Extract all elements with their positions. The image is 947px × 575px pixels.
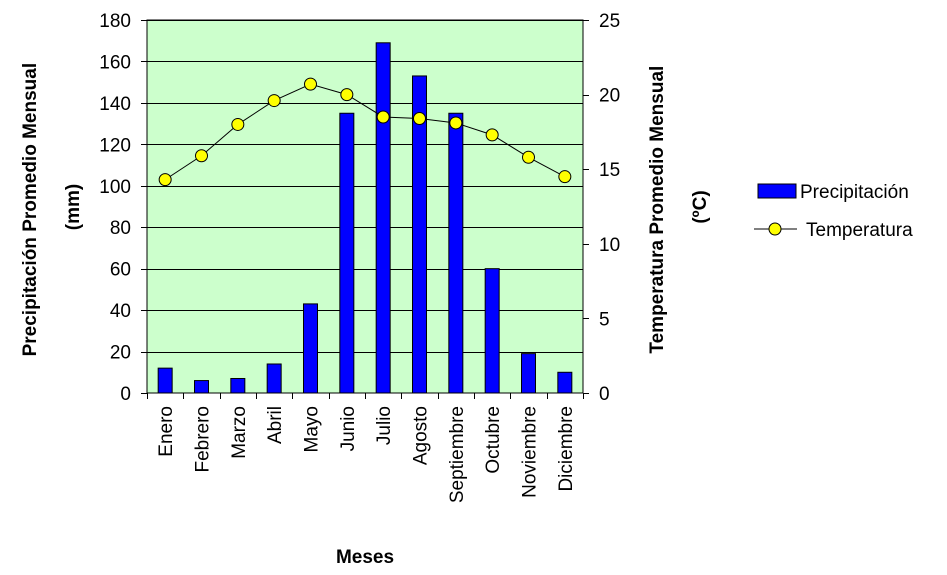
y2-tick-label-25: 25	[599, 11, 620, 32]
x-tick-label-enero: Enero	[156, 406, 177, 457]
y-tick-label-0: 0	[120, 384, 131, 405]
y-tick-label-140: 140	[99, 94, 131, 115]
temperature-point-julio	[376, 110, 390, 124]
y-axis-title: Precipitación Promedio Mensual (mm)	[20, 58, 84, 357]
y2-tick-label-20: 20	[599, 86, 620, 107]
y-axis-title-line-2: (mm)	[63, 184, 84, 230]
temperature-point-diciembre	[558, 170, 572, 184]
y2-axis-title-line-2: (ºC)	[690, 190, 711, 223]
x-tick-label-septiembre: Septiembre	[447, 406, 468, 503]
temperature-point-noviembre	[522, 150, 535, 164]
y-tick-label-40: 40	[110, 301, 131, 322]
y2-tick-label-5: 5	[599, 309, 610, 330]
legend-precipitation-swatch	[757, 183, 797, 199]
bar-junio	[339, 112, 355, 394]
bar-octubre	[484, 268, 500, 394]
legend-precipitation-label: Precipitación	[800, 182, 909, 203]
legend: Precipitación Temperatura	[754, 182, 913, 241]
x-tick-label-julio: Julio	[374, 406, 395, 445]
y-axis-title-line-1: Precipitación Promedio Mensual	[20, 63, 41, 357]
bar-mayo	[303, 303, 318, 394]
bar-septiembre	[448, 112, 464, 394]
plot-area	[147, 20, 583, 393]
y-tick-label-60: 60	[110, 260, 131, 281]
y-tick-label-80: 80	[110, 218, 131, 239]
x-tick-label-octubre: Octubre	[483, 406, 504, 474]
tick-labels: 0 20 40 60 80 100 120 140 160 180 0 5 10 15 20 25 Enero F…	[99, 11, 620, 503]
bar-febrero	[194, 380, 209, 394]
axes	[141, 20, 589, 399]
temperature-point-enero	[158, 173, 172, 187]
bar-abril	[266, 363, 282, 394]
y-tick-label-160: 160	[99, 52, 131, 73]
x-tick-label-abril: Abril	[265, 406, 286, 444]
y-tick-label-120: 120	[99, 135, 131, 156]
temperature-polyline	[164, 83, 566, 181]
temperature-point-mayo	[304, 77, 317, 91]
bar-marzo	[230, 377, 246, 394]
y2-tick-label-15: 15	[599, 160, 620, 181]
legend-temperature-label: Temperatura	[806, 220, 913, 241]
x-tick-label-diciembre: Diciembre	[556, 406, 577, 492]
bar-julio	[375, 42, 391, 394]
y2-axis-title-line-1: Temperatura Promedio Mensual	[647, 66, 668, 354]
bar-enero	[157, 367, 173, 394]
x-tick-label-noviembre: Noviembre	[520, 406, 541, 498]
temperature-point-febrero	[195, 149, 208, 163]
bar-diciembre	[557, 371, 573, 394]
y-tick-label-180: 180	[99, 11, 131, 32]
temperature-point-agosto	[413, 111, 426, 125]
x-tick-label-junio: Junio	[338, 406, 359, 451]
temperature-point-abril	[267, 94, 281, 108]
x-tick-label-marzo: Marzo	[229, 406, 250, 459]
temperature-line	[158, 77, 572, 187]
bar-noviembre	[521, 353, 536, 394]
temperature-point-junio	[340, 88, 354, 102]
x-axis-title: Meses	[336, 547, 394, 568]
y2-tick-label-0: 0	[599, 384, 610, 405]
y2-tick-label-10: 10	[599, 235, 620, 256]
x-tick-label-febrero: Febrero	[193, 406, 214, 473]
x-tick-label-agosto: Agosto	[411, 406, 432, 465]
legend-temperature-marker	[768, 222, 782, 236]
temperature-point-septiembre	[449, 116, 463, 130]
temperature-point-octubre	[485, 128, 499, 142]
y-tick-label-20: 20	[110, 343, 131, 364]
y2-axis-title: Temperatura Promedio Mensual (ºC)	[647, 60, 711, 353]
x-tick-label-mayo: Mayo	[302, 406, 323, 452]
temperature-point-marzo	[231, 117, 245, 131]
y-tick-label-100: 100	[99, 177, 131, 198]
